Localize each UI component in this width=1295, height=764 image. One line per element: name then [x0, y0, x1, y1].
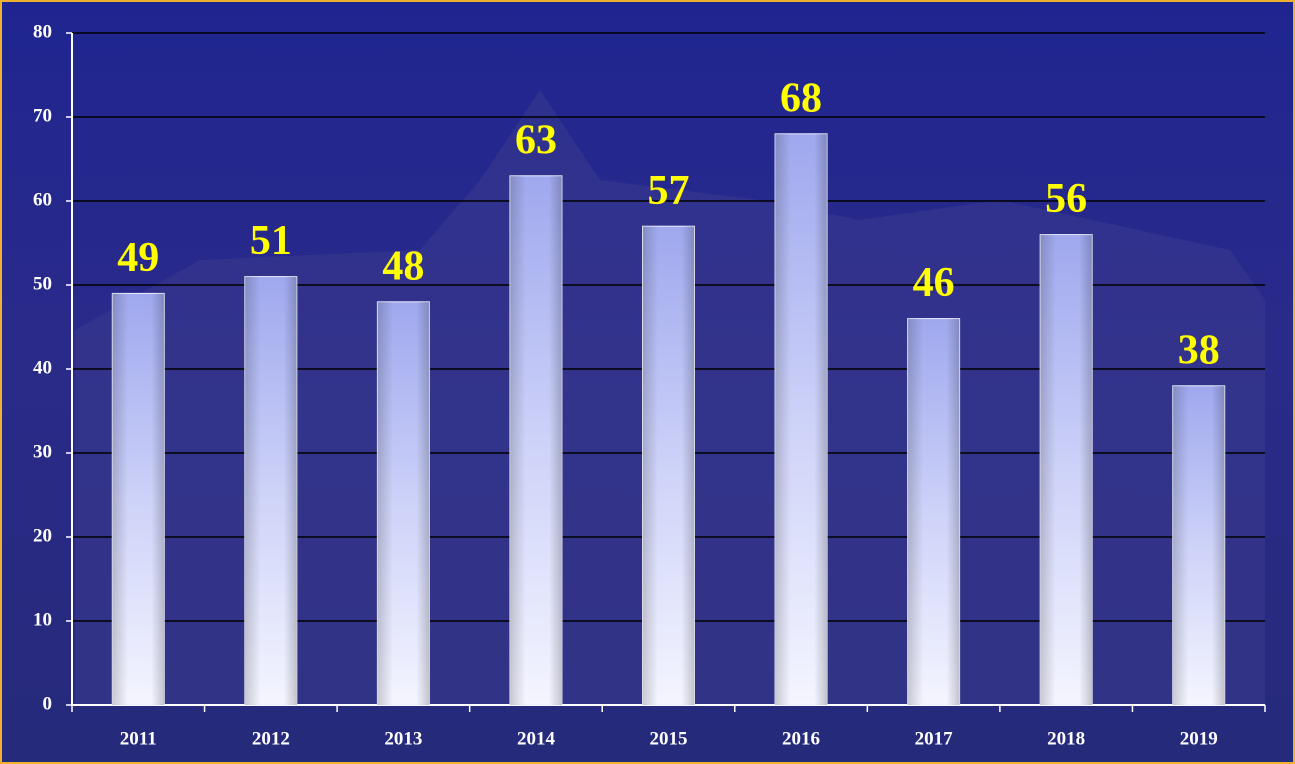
bar-shade	[112, 293, 165, 705]
bar-shade	[244, 276, 297, 705]
y-tick-label: 0	[43, 693, 53, 714]
data-label: 46	[913, 260, 955, 306]
y-tick-label: 70	[33, 105, 52, 126]
x-tick-label: 2013	[384, 728, 422, 749]
bar-shade	[509, 175, 562, 706]
data-label: 49	[117, 235, 159, 281]
y-tick-label: 40	[33, 357, 52, 378]
x-tick-label: 2017	[915, 728, 954, 749]
y-tick-label: 80	[33, 21, 52, 42]
data-label: 68	[780, 75, 822, 121]
y-tick-label: 60	[33, 189, 52, 210]
data-label: 48	[382, 243, 424, 289]
bar-shade	[775, 133, 828, 706]
x-tick-label: 2016	[782, 728, 820, 749]
data-label: 63	[515, 117, 557, 163]
data-label: 57	[648, 168, 690, 214]
bar-shade	[1172, 385, 1225, 705]
y-tick-label: 50	[33, 273, 52, 294]
x-tick-label: 2015	[650, 728, 688, 749]
y-tick-label: 30	[33, 441, 52, 462]
x-tick-label: 2014	[517, 728, 556, 749]
bar-shade	[1040, 234, 1093, 705]
y-tick-label: 10	[33, 609, 52, 630]
x-tick-label: 2018	[1047, 728, 1085, 749]
data-label: 38	[1178, 327, 1220, 373]
data-label: 56	[1045, 176, 1087, 222]
y-tick-label: 20	[33, 525, 52, 546]
x-tick-label: 2019	[1180, 728, 1218, 749]
x-tick-label: 2012	[252, 728, 290, 749]
bar-shade	[907, 318, 960, 705]
data-label: 51	[250, 218, 292, 264]
bar-shade	[377, 301, 430, 705]
bar-shade	[642, 226, 695, 705]
x-tick-label: 2011	[120, 728, 157, 749]
